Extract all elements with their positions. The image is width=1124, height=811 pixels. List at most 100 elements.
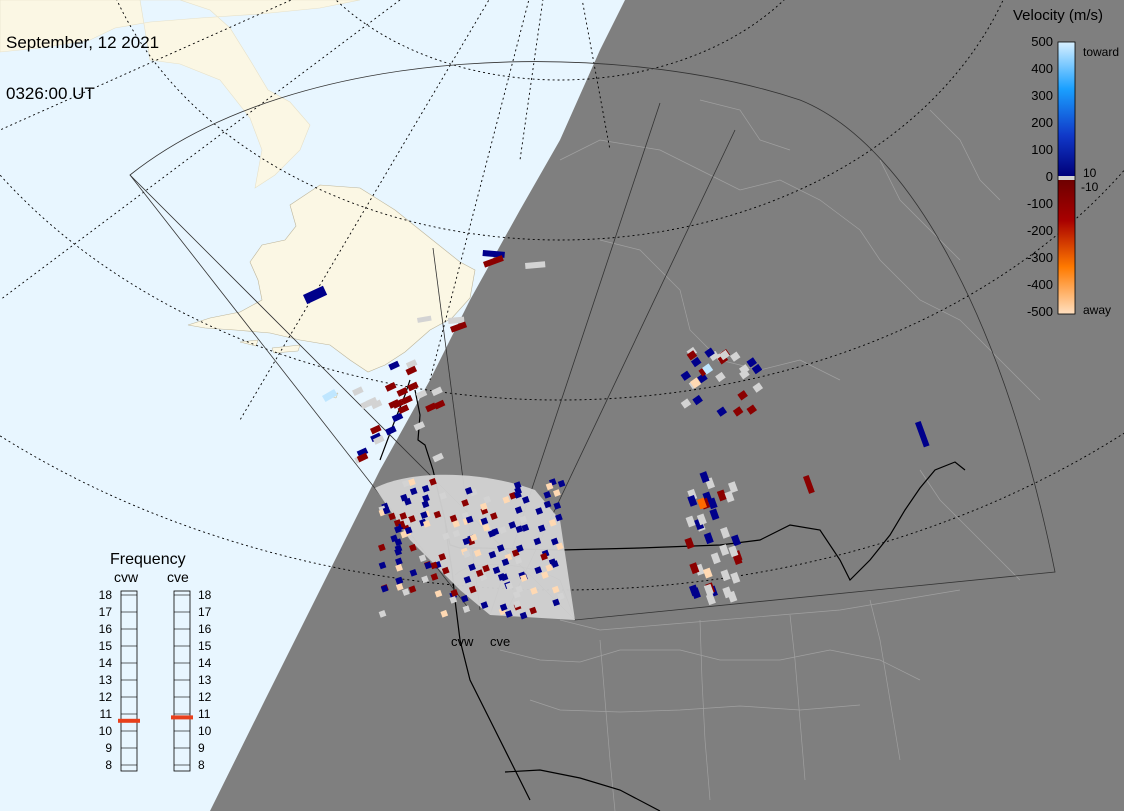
frequency-scale: 18 18 17 17 16 16 15 15 14 14 13 13 12 12 11 11 10 10 9 9 8 8 bbox=[99, 588, 212, 772]
night-region bbox=[210, 0, 1124, 811]
velocity-cell bbox=[729, 351, 741, 362]
velocity-cell bbox=[385, 425, 397, 436]
velocity-cell bbox=[534, 566, 543, 574]
velocity-tick-label: -400 bbox=[1027, 277, 1053, 292]
velocity-cell bbox=[482, 564, 490, 573]
velocity-cell bbox=[708, 350, 720, 362]
frequency-tick-left: 15 bbox=[99, 639, 113, 653]
velocity-cell bbox=[473, 549, 482, 557]
velocity-cell bbox=[685, 515, 696, 528]
velocity-tick-label: 500 bbox=[1031, 34, 1053, 49]
toward-label: toward bbox=[1083, 45, 1119, 59]
velocity-cell bbox=[703, 532, 714, 545]
velocity-cell bbox=[501, 558, 510, 566]
velocity-cell bbox=[479, 502, 488, 511]
velocity-cell bbox=[707, 497, 718, 510]
velocity-cell bbox=[421, 575, 429, 584]
velocity-cell bbox=[422, 520, 431, 528]
velocity-cell bbox=[408, 515, 416, 523]
velocity-cell bbox=[530, 587, 538, 595]
frequency-tick-left: 18 bbox=[99, 588, 113, 602]
frequency-tick-right: 17 bbox=[198, 605, 212, 619]
velocity-cell bbox=[460, 594, 469, 603]
velocity-cell bbox=[400, 493, 408, 502]
frequency-tick-right: 8 bbox=[198, 758, 205, 772]
velocity-cell bbox=[690, 377, 702, 389]
velocity-cell bbox=[553, 501, 562, 510]
velocity-cell bbox=[462, 550, 471, 558]
velocity-cell bbox=[557, 592, 565, 601]
near-range-fan bbox=[375, 474, 575, 620]
velocity-cell bbox=[405, 365, 418, 376]
velocity-cell bbox=[402, 588, 410, 596]
velocity-cell bbox=[407, 381, 419, 392]
velocity-cell bbox=[408, 585, 417, 594]
velocity-cell bbox=[395, 563, 403, 572]
velocity-cell bbox=[378, 543, 386, 552]
velocity-cell bbox=[551, 585, 560, 594]
frequency-tick-right: 9 bbox=[198, 741, 205, 755]
velocity-cell bbox=[720, 569, 731, 582]
velocity-cell bbox=[388, 512, 396, 521]
velocity-cell bbox=[425, 402, 437, 413]
frequency-tick-right: 15 bbox=[198, 639, 212, 653]
velocity-cell bbox=[555, 542, 564, 551]
velocity-cell bbox=[730, 534, 741, 547]
velocity-cell bbox=[686, 350, 698, 361]
velocity-cell bbox=[529, 606, 537, 615]
velocity-tick-label: -200 bbox=[1027, 223, 1053, 238]
velocity-cell bbox=[390, 534, 399, 543]
night-boundaries bbox=[499, 99, 1041, 811]
velocity-cell bbox=[803, 474, 815, 494]
velocity-cell bbox=[488, 550, 497, 559]
velocity-cell bbox=[413, 421, 426, 431]
velocity-cell bbox=[738, 364, 750, 375]
velocity-cell bbox=[684, 537, 695, 550]
velocity-cell bbox=[421, 484, 430, 493]
velocity-cell bbox=[690, 587, 701, 600]
velocity-cell bbox=[535, 507, 544, 515]
velocity-cell bbox=[552, 598, 560, 607]
velocity-cell bbox=[521, 496, 530, 504]
frequency-tick-left: 11 bbox=[100, 707, 113, 721]
velocity-cell bbox=[513, 590, 521, 599]
velocity-cell bbox=[303, 285, 328, 305]
frequency-tick-left: 17 bbox=[99, 605, 113, 619]
velocity-tick-label: 300 bbox=[1031, 88, 1053, 103]
frequency-radar-label-cvw: cvw bbox=[114, 569, 139, 585]
velocity-cell bbox=[462, 605, 471, 613]
velocity-cell bbox=[388, 399, 400, 409]
velocity-cell bbox=[432, 452, 444, 463]
velocity-cell bbox=[537, 524, 546, 533]
frequency-tick-right: 18 bbox=[198, 588, 212, 602]
frequency-column-cve bbox=[173, 590, 191, 772]
velocity-cell bbox=[505, 582, 514, 590]
frequency-tick-left: 9 bbox=[105, 741, 112, 755]
velocity-cell bbox=[498, 526, 507, 534]
velocity-cell bbox=[519, 574, 528, 582]
velocity-cell bbox=[543, 500, 552, 509]
velocity-cell bbox=[421, 500, 430, 509]
velocity-cell bbox=[449, 321, 468, 333]
velocity-cell bbox=[557, 479, 566, 488]
velocity-cell bbox=[514, 556, 523, 565]
velocity-cell bbox=[728, 545, 739, 558]
velocity-cell bbox=[322, 389, 338, 403]
velocity-cell bbox=[728, 481, 739, 494]
velocity-tick-label: -500 bbox=[1027, 304, 1053, 319]
velocity-cell bbox=[716, 406, 728, 417]
velocity-cell bbox=[715, 371, 726, 383]
velocity-cell bbox=[541, 571, 549, 579]
velocity-cell bbox=[452, 520, 460, 528]
velocity-cell bbox=[482, 255, 504, 268]
frequency-marker-cve bbox=[171, 715, 193, 720]
velocity-cell bbox=[505, 610, 513, 618]
velocity-cell bbox=[475, 569, 484, 577]
velocity-cell bbox=[703, 583, 714, 596]
velocity-cell bbox=[441, 566, 450, 575]
time-label: 0326:00 UT bbox=[6, 84, 95, 103]
velocity-cell bbox=[545, 482, 554, 491]
velocity-cell bbox=[431, 386, 443, 397]
velocity-cell bbox=[545, 563, 554, 572]
timestamp: September, 12 2021 0326:00 UT bbox=[6, 0, 159, 119]
